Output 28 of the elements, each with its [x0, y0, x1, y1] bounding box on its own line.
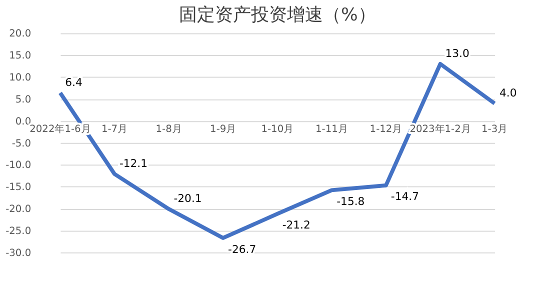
data-label: 13.0 [445, 47, 470, 60]
data-label: -20.1 [174, 192, 202, 206]
y-tick-label: -20.0 [6, 204, 32, 216]
x-tick-label: 1-3月 [482, 124, 508, 135]
data-label: -26.7 [228, 242, 256, 256]
y-tick-label: 10.0 [9, 72, 32, 84]
y-tick-label: 5.0 [15, 94, 32, 106]
data-label: -21.2 [282, 218, 310, 232]
x-tick-label: 1-10月 [261, 124, 294, 135]
y-tick-label: 0.0 [15, 116, 32, 128]
data-label: -15.8 [336, 195, 365, 208]
data-label: 4.0 [500, 86, 517, 100]
y-tick-label: 20.0 [9, 28, 32, 40]
data-label: -12.1 [119, 157, 148, 170]
x-tick-label: 1-9月 [210, 124, 236, 135]
x-tick-label: 1-11月 [315, 124, 348, 135]
y-tick-label: -5.0 [12, 138, 32, 150]
y-tick-label: 15.0 [9, 50, 32, 62]
y-tick-label: -15.0 [6, 182, 32, 194]
x-tick-label: 1-7月 [101, 124, 128, 135]
chart-title: 固定资产投资增速（%） [178, 4, 376, 26]
x-tick-label: 1-8月 [156, 124, 182, 135]
data-label: 6.4 [65, 76, 82, 89]
y-tick-label: -30.0 [6, 248, 32, 259]
x-tick-label: 1-12月 [370, 124, 402, 135]
data-label: -14.7 [390, 190, 419, 204]
y-tick-label: -25.0 [6, 226, 32, 237]
y-tick-label: -10.0 [6, 160, 32, 172]
